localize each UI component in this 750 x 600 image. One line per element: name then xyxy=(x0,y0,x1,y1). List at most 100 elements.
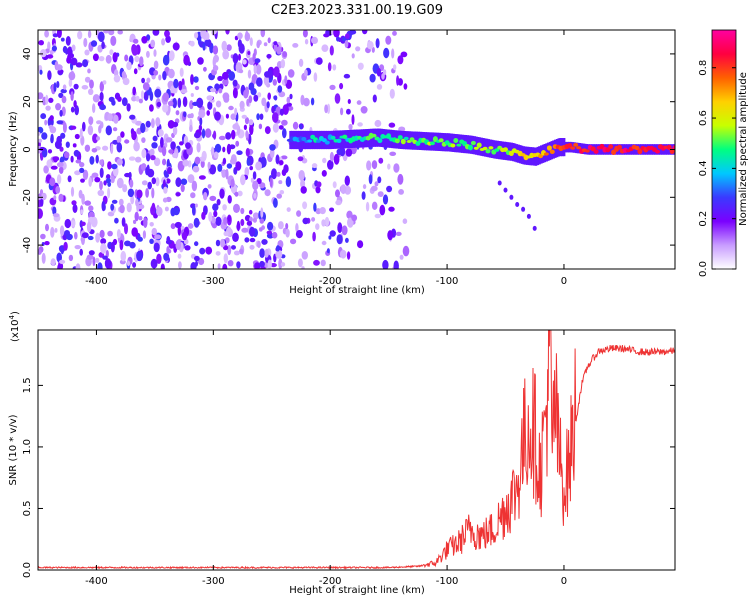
noise-speckle xyxy=(110,143,114,154)
noise-speckle xyxy=(238,53,241,61)
noise-speckle xyxy=(55,103,62,111)
noise-speckle xyxy=(52,156,60,162)
noise-speckle xyxy=(145,188,150,198)
noise-speckle xyxy=(172,97,178,109)
noise-speckle xyxy=(215,239,221,247)
noise-speckle xyxy=(87,68,91,74)
noise-speckle xyxy=(47,70,52,81)
noise-speckle xyxy=(129,241,136,249)
noise-speckle xyxy=(99,229,105,239)
noise-speckle xyxy=(276,171,281,177)
noise-speckle xyxy=(136,189,143,199)
noise-speckle xyxy=(44,241,50,246)
noise-speckle xyxy=(290,238,297,245)
noise-speckle xyxy=(100,238,107,245)
noise-speckle xyxy=(113,114,119,124)
noise-speckle xyxy=(246,98,250,107)
noise-speckle xyxy=(257,92,262,98)
noise-speckle xyxy=(214,143,222,153)
noise-speckle xyxy=(344,175,350,186)
noise-speckle xyxy=(223,253,228,264)
noise-speckle xyxy=(222,79,229,86)
snr-scale-factor: (x104) xyxy=(8,311,21,342)
noise-speckle xyxy=(183,238,189,245)
noise-speckle xyxy=(141,77,146,84)
noise-speckle xyxy=(272,112,279,123)
noise-speckle xyxy=(333,153,340,165)
noise-speckle xyxy=(237,190,243,197)
noise-speckle xyxy=(62,122,67,133)
noise-speckle xyxy=(194,203,198,208)
noise-speckle xyxy=(285,228,290,238)
noise-speckle xyxy=(180,184,185,193)
noise-speckle xyxy=(172,152,178,159)
ridge-band xyxy=(331,130,334,149)
ridge-mark xyxy=(336,138,342,143)
noise-speckle xyxy=(87,235,94,241)
noise-speckle xyxy=(151,187,155,199)
noise-speckle xyxy=(71,44,76,52)
noise-speckle xyxy=(245,30,249,40)
noise-speckle xyxy=(82,59,89,68)
x-tick-label: 0 xyxy=(561,276,567,287)
noise-speckle xyxy=(301,251,308,260)
noise-speckle xyxy=(180,89,188,94)
noise-speckle xyxy=(79,128,83,139)
noise-speckle xyxy=(230,113,237,120)
noise-speckle xyxy=(151,118,155,129)
noise-speckle xyxy=(101,200,106,212)
noise-speckle xyxy=(239,248,244,255)
noise-speckle xyxy=(383,47,390,59)
noise-speckle xyxy=(252,171,257,180)
noise-speckle xyxy=(400,51,408,58)
noise-speckle xyxy=(75,263,81,269)
noise-speckle xyxy=(149,222,154,227)
noise-speckle xyxy=(56,120,64,125)
noise-speckle xyxy=(178,261,182,269)
noise-speckle xyxy=(241,227,249,233)
noise-speckle xyxy=(286,102,292,107)
noise-speckle xyxy=(389,151,397,156)
noise-speckle xyxy=(267,37,271,44)
noise-speckle xyxy=(88,116,94,125)
noise-speckle xyxy=(89,156,95,165)
noise-speckle xyxy=(40,113,47,120)
noise-speckle xyxy=(260,30,266,38)
noise-speckle xyxy=(319,207,326,215)
noise-speckle xyxy=(180,178,188,186)
noise-speckle xyxy=(259,218,265,224)
noise-speckle xyxy=(273,95,278,101)
noise-speckle xyxy=(150,155,156,161)
ridge-mark xyxy=(593,149,599,154)
noise-speckle xyxy=(250,177,254,183)
y-tick-label: 0.0 xyxy=(22,562,33,578)
noise-speckle xyxy=(156,206,163,217)
noise-speckle xyxy=(192,205,196,216)
noise-speckle xyxy=(103,180,107,186)
noise-speckle xyxy=(100,243,107,254)
noise-speckle xyxy=(179,141,184,146)
ridge-band xyxy=(455,134,459,153)
noise-speckle xyxy=(119,239,124,251)
noise-speckle xyxy=(233,250,240,256)
noise-speckle xyxy=(329,207,335,212)
noise-speckle xyxy=(338,37,342,42)
noise-speckle xyxy=(275,249,283,259)
noise-speckle xyxy=(198,257,205,266)
noise-speckle xyxy=(391,48,395,59)
noise-speckle xyxy=(205,246,213,255)
noise-speckle xyxy=(285,176,292,188)
noise-speckle xyxy=(232,123,240,130)
noise-speckle xyxy=(393,64,397,71)
noise-speckle xyxy=(207,101,213,110)
noise-speckle xyxy=(142,230,146,239)
noise-speckle xyxy=(127,188,135,198)
noise-speckle xyxy=(230,158,237,165)
noise-speckle xyxy=(179,67,184,78)
tail-mark xyxy=(532,225,537,231)
noise-speckle xyxy=(140,163,147,171)
noise-speckle xyxy=(254,262,261,269)
noise-speckle xyxy=(206,95,214,101)
noise-speckle xyxy=(38,126,44,134)
noise-speckle xyxy=(295,230,303,239)
